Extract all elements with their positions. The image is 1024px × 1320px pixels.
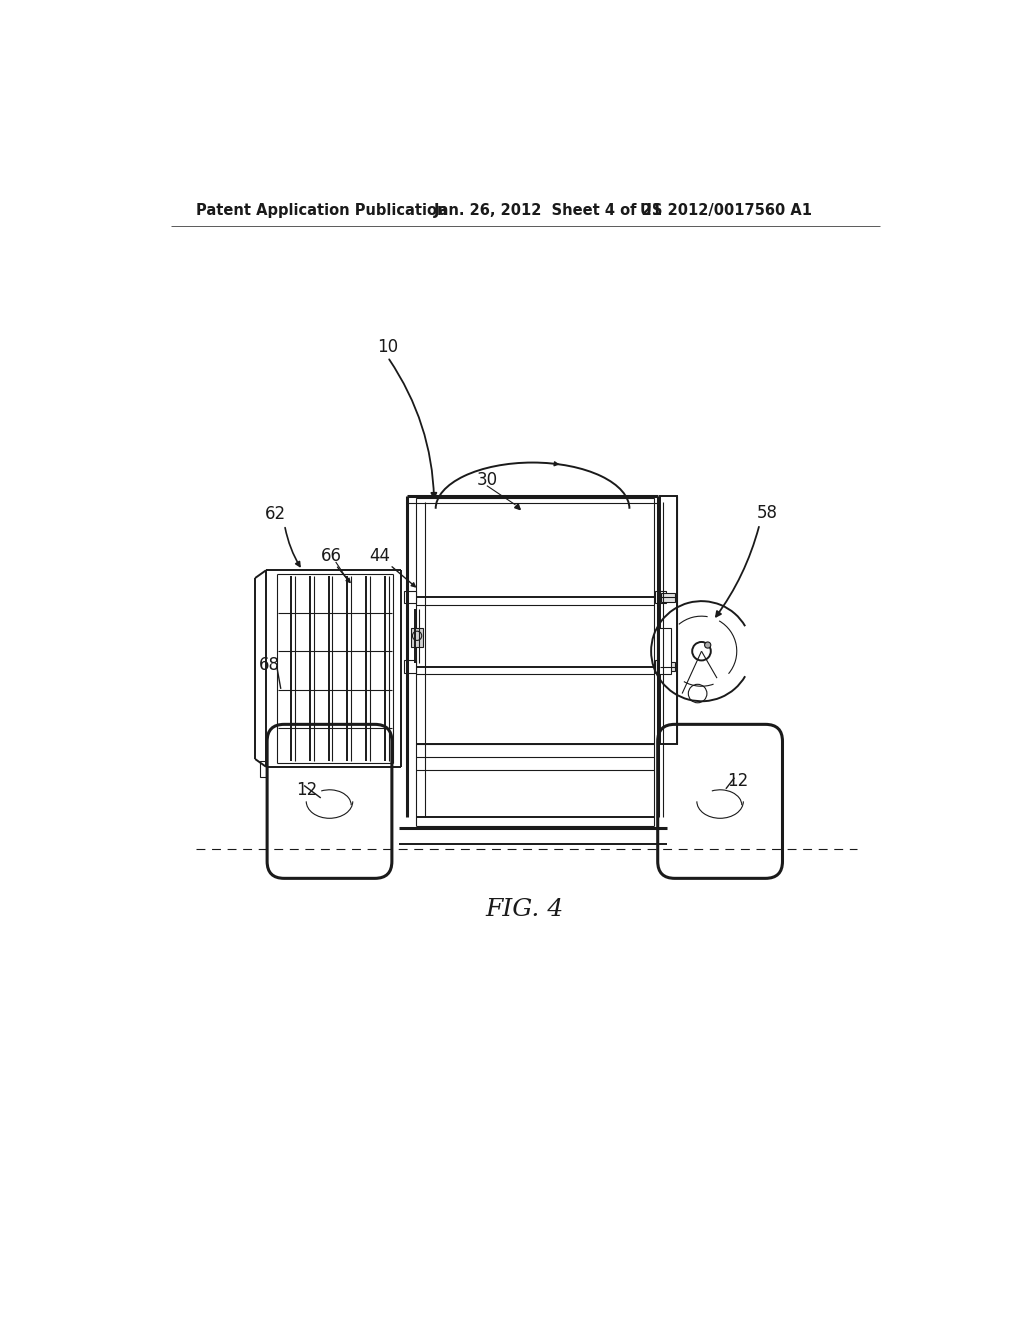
Bar [411,628,423,647]
Text: Jan. 26, 2012  Sheet 4 of 21: Jan. 26, 2012 Sheet 4 of 21 [434,203,664,218]
Text: 12: 12 [727,772,749,789]
Text: US 2012/0017560 A1: US 2012/0017560 A1 [640,203,811,218]
Text: 30: 30 [476,471,498,490]
Text: Patent Application Publication: Patent Application Publication [197,203,447,218]
Bar [403,660,417,673]
Bar [662,593,675,602]
Text: 12: 12 [296,781,316,799]
Circle shape [705,642,711,648]
FancyBboxPatch shape [657,725,782,878]
Text: 58: 58 [757,504,778,521]
Bar [662,663,675,671]
Bar [260,760,275,777]
Text: 10: 10 [377,338,398,356]
Bar [656,628,671,675]
Text: 68: 68 [258,656,280,675]
Bar [659,496,677,743]
Bar [403,591,417,603]
Text: FIG. 4: FIG. 4 [485,899,564,921]
FancyBboxPatch shape [267,725,392,878]
Text: 66: 66 [321,546,342,565]
Bar [655,591,666,603]
Text: 44: 44 [370,546,390,565]
Bar [417,498,654,743]
Text: 62: 62 [264,506,286,523]
Bar [655,660,666,673]
